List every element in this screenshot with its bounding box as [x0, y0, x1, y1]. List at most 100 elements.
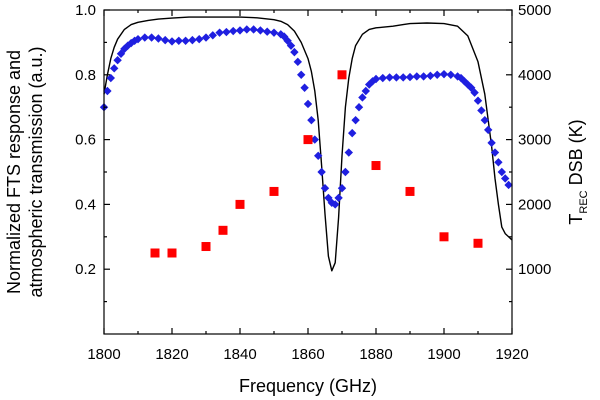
fts-point: [167, 37, 177, 46]
y-left-axis-title-line-2: atmospheric transmission (a.u.): [26, 46, 46, 297]
y-left-tick-label: 0.4: [75, 196, 96, 213]
fts-point: [484, 125, 493, 135]
fts-point: [426, 71, 435, 80]
fts-point: [497, 167, 506, 177]
fts-point: [412, 72, 421, 81]
fts-point: [419, 72, 428, 81]
trec-dsb-series: [150, 70, 483, 258]
fts-point: [263, 27, 272, 36]
fts-point: [293, 57, 302, 67]
fts-point: [341, 167, 350, 177]
x-tick-labels: 1800 1820 1840 1860 1880 1900 1920: [87, 346, 528, 363]
fts-point: [181, 36, 190, 45]
trec-point: [405, 186, 415, 196]
atmospheric-transmission-line: [103, 16, 513, 272]
fts-point: [256, 26, 265, 35]
fts-point: [314, 151, 323, 160]
y-left-tick-labels: 0.2 0.4 0.6 0.8 1.0: [75, 2, 96, 278]
fts-point: [195, 34, 204, 44]
fts-point: [140, 33, 149, 42]
atmospheric-transmission-series: [103, 16, 513, 272]
x-tick-label: 1880: [359, 346, 392, 363]
fts-point: [290, 47, 299, 57]
fts-point: [242, 25, 251, 34]
fts-point: [439, 69, 449, 79]
fts-point: [310, 135, 319, 144]
trec-point: [371, 161, 381, 171]
fts-point: [317, 167, 326, 177]
fts-point: [337, 184, 347, 193]
x-tick-label: 1800: [87, 346, 120, 363]
trec-point: [337, 70, 347, 80]
trec-point: [201, 242, 211, 252]
fts-response-series: [99, 25, 513, 209]
fts-point: [174, 36, 183, 45]
trec-point: [235, 199, 245, 209]
x-tick-label: 1840: [223, 346, 256, 363]
y-right-tick-label: 5000: [518, 2, 551, 19]
y-left-tick-label: 0.8: [75, 67, 96, 84]
fts-point: [307, 115, 316, 125]
fts-point: [103, 86, 112, 96]
y-left-axis-title-line-1: Normalized FTS response and: [4, 50, 24, 294]
fts-point: [161, 35, 170, 45]
y-right-tick-label: 4000: [518, 67, 551, 84]
trec-point: [150, 248, 160, 258]
y-left-axis-title: Normalized FTS response and atmospheric …: [4, 46, 46, 297]
x-tick-label: 1860: [291, 346, 324, 363]
y-right-tick-label: 3000: [518, 132, 551, 149]
fts-point: [385, 73, 394, 82]
trec-point: [473, 238, 483, 248]
fts-point: [110, 64, 119, 73]
y-left-tick-label: 0.2: [75, 261, 96, 278]
fts-point: [361, 86, 370, 96]
fts-point: [344, 148, 353, 157]
trec-point: [269, 186, 279, 196]
fts-point: [235, 26, 245, 35]
fts-point: [249, 25, 258, 34]
fts-point: [501, 174, 510, 183]
fts-point: [215, 28, 224, 37]
fts-point: [405, 72, 415, 82]
fts-point: [348, 128, 357, 138]
fts-point: [331, 200, 340, 209]
fts-point: [133, 34, 143, 44]
y-left-tick-label: 1.0: [75, 2, 96, 19]
fts-point: [392, 73, 401, 82]
y-right-tick-labels: 1000 2000 3000 4000 5000: [518, 2, 551, 278]
fts-point: [327, 198, 336, 207]
x-tick-label: 1920: [495, 346, 528, 363]
x-axis-title: Frequency (GHz): [239, 376, 377, 396]
fts-point: [460, 77, 469, 86]
x-tick-label: 1900: [427, 346, 460, 363]
fts-point: [201, 33, 211, 42]
fts-point: [504, 180, 513, 190]
fts-point: [354, 103, 364, 112]
fts-point: [106, 73, 115, 83]
fts-point: [480, 115, 489, 125]
y-right-axis-title-suffix: DSB (K): [566, 119, 586, 190]
y-right-axis-title-subscript: REC: [578, 190, 590, 213]
fts-point: [351, 115, 360, 125]
trec-point: [218, 225, 228, 235]
fts-point: [154, 34, 163, 43]
fts-point: [188, 35, 197, 45]
fts-point: [399, 73, 408, 82]
trec-point: [303, 135, 313, 145]
y-left-tick-label: 0.6: [75, 132, 96, 149]
y-right-axis-title-main: T: [566, 214, 586, 225]
fts-point: [470, 88, 479, 97]
fts-point: [433, 70, 442, 79]
fts-point: [269, 28, 279, 37]
axis-ticks: [103, 9, 513, 334]
fts-point: [286, 41, 296, 50]
fts-point: [463, 80, 472, 89]
fts-point: [276, 30, 285, 39]
fts-point: [378, 73, 387, 83]
trec-point: [167, 248, 177, 258]
x-tick-label: 1820: [155, 346, 188, 363]
fts-point: [494, 158, 503, 167]
fts-point: [490, 148, 500, 157]
trec-point: [439, 232, 449, 242]
